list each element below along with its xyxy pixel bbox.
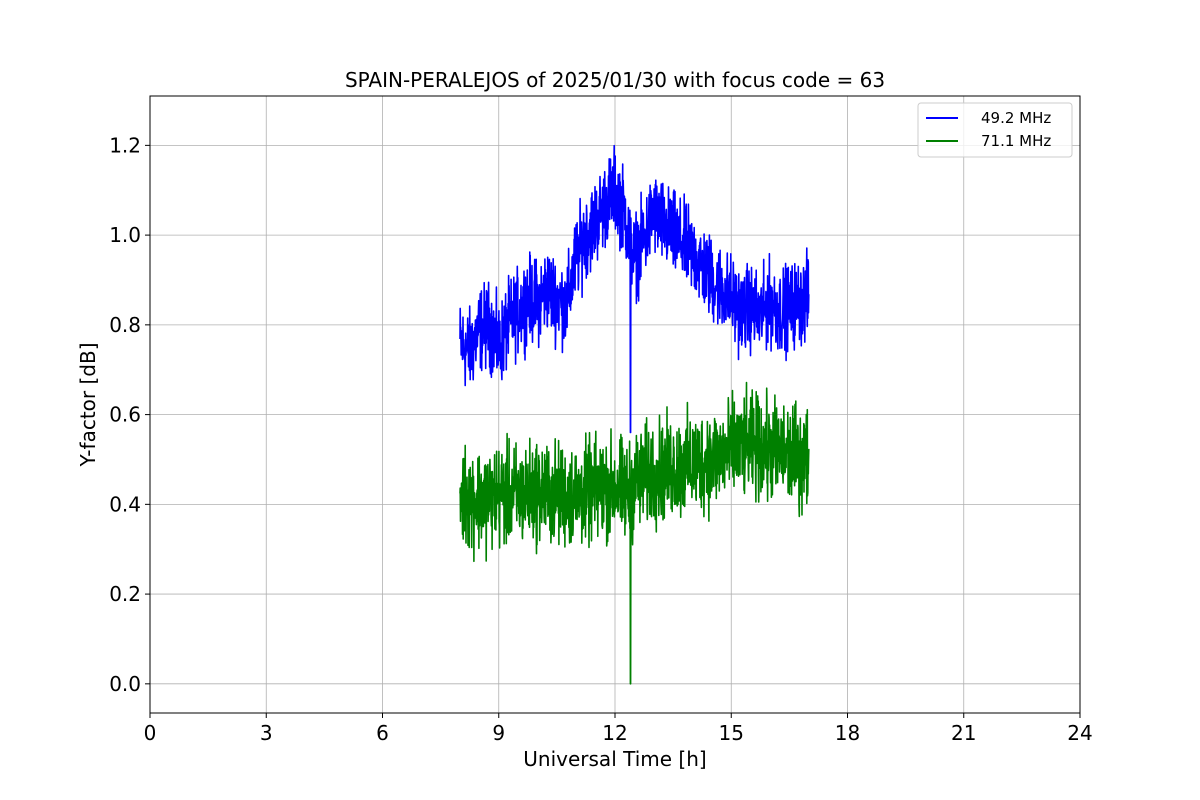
x-axis-label: Universal Time [h] [523, 747, 706, 771]
series-line-2 [459, 381, 810, 685]
plot-series [459, 144, 810, 685]
y-tick-label: 0.8 [109, 313, 141, 337]
y-tick-label: 1.0 [109, 223, 141, 247]
series-line-1 [459, 144, 810, 434]
x-tick-label: 9 [492, 721, 505, 745]
y-tick-label: 0.0 [109, 672, 141, 696]
legend: 49.2 MHz 71.1 MHz [917, 102, 1073, 158]
x-tick-label: 24 [1067, 721, 1092, 745]
x-tick-label: 21 [951, 721, 976, 745]
y-tick-label: 0.4 [109, 492, 141, 516]
y-tick-label: 1.2 [109, 133, 141, 157]
x-tick-label: 0 [144, 721, 157, 745]
x-tick-label: 3 [260, 721, 273, 745]
x-tick-label: 12 [602, 721, 627, 745]
legend-label: 49.2 MHz [981, 109, 1051, 127]
y-tick-label: 0.2 [109, 582, 141, 606]
y-tick-label: 0.6 [109, 403, 141, 427]
legend-label: 71.1 MHz [981, 132, 1051, 150]
legend-box [917, 102, 1073, 158]
x-tick-label: 18 [835, 721, 860, 745]
chart-title: SPAIN-PERALEJOS of 2025/01/30 with focus… [345, 68, 885, 92]
y-axis-label: Y-factor [dB] [76, 342, 100, 467]
x-tick-label: 15 [719, 721, 744, 745]
axis-ticks: 0 3 6 9 12 15 18 21 24 0.0 0.2 0.4 0.6 0.8 1.0 1.2 [109, 133, 1093, 745]
x-tick-label: 6 [376, 721, 389, 745]
